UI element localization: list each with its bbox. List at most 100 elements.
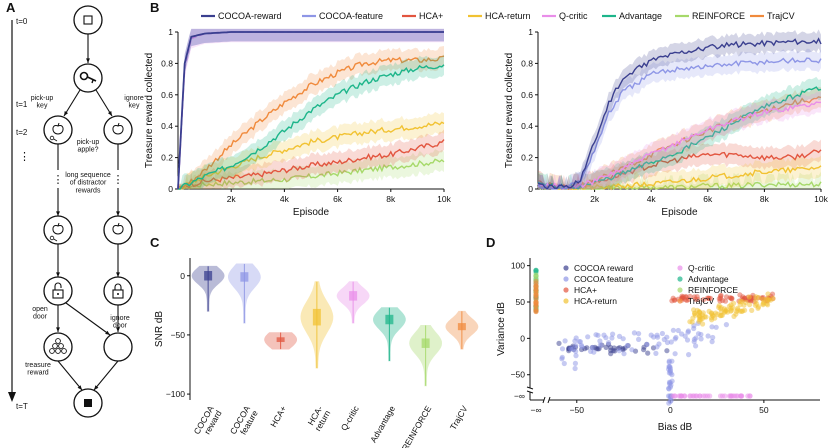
lock-closed-icon	[112, 289, 124, 299]
point-hca_return	[755, 305, 761, 311]
chart-c-violin: 0 −50 −100 SNR dB COCOAreward COCOAfeature HCA…	[154, 258, 479, 448]
point-hca_return	[702, 314, 708, 320]
y-tick-label: 0	[520, 333, 525, 343]
time-label-t2: t=2	[16, 128, 28, 137]
legend-d-label-trajcv: TrajCV	[688, 296, 714, 306]
y-tick-label: 0	[180, 271, 185, 281]
point-cocoa_feature	[573, 348, 579, 354]
point-cocoa_feature	[573, 353, 579, 359]
point-hca_return	[714, 311, 720, 318]
box-cocoa_feature	[240, 272, 249, 282]
point-hca_return	[721, 309, 728, 315]
point-hca_return	[733, 311, 739, 317]
arrow-left-down1-head	[56, 211, 60, 216]
state-lock-closed	[103, 276, 133, 306]
key-small-icon-left	[49, 135, 55, 141]
key-icon-tooth	[91, 79, 94, 84]
point-cocoa_feature	[684, 337, 691, 343]
point-hca_return	[760, 302, 766, 308]
point-hca_return	[737, 308, 743, 314]
point-hca_return	[754, 301, 760, 307]
point-q_critic	[747, 393, 753, 399]
point-cocoa_feature	[573, 343, 579, 349]
panel-a-diagram: t=0 t=1 t=2 ⋮ t=T pick-up key ignore key pick-up a…	[8, 5, 144, 418]
legend-d-swatch-cocoa_feature	[563, 276, 569, 282]
arrow-left-down2-head	[56, 272, 60, 277]
band-reinforce	[178, 149, 444, 189]
point-cocoa_reward	[612, 348, 618, 354]
point-cocoa_reward	[664, 348, 670, 354]
point-hca_return	[709, 312, 716, 318]
point-trajcv	[533, 283, 539, 289]
point-trajcv	[533, 308, 539, 315]
lock-open-icon-shackle	[54, 282, 62, 290]
timeline-arrowhead	[8, 392, 16, 402]
point-cocoa_feature	[616, 348, 622, 354]
x-tick-label: 8k	[386, 194, 396, 204]
series-line-trajcv	[537, 96, 822, 191]
x-tick-label: 8k	[760, 194, 770, 204]
point-cocoa_feature	[597, 342, 603, 348]
point-hca_plus	[672, 297, 678, 303]
apple-icon-left	[52, 125, 64, 135]
legend-d-label-hca_plus: HCA+	[574, 285, 597, 295]
point-cocoa_feature	[654, 332, 660, 338]
point-hca_return	[747, 302, 753, 308]
y-tick-label: 0	[168, 184, 173, 194]
legend-d-label-advantage: Advantage	[688, 274, 729, 284]
state-start	[73, 5, 103, 35]
time-label-t0: t=0	[16, 17, 28, 26]
legend-d-swatch-reinforce	[677, 287, 683, 293]
point-hca_plus	[737, 292, 743, 298]
x-tick-label: 4k	[647, 194, 657, 204]
y-axis-break	[526, 386, 534, 394]
point-q_critic	[700, 393, 706, 399]
legend-d-swatch-cocoa_reward	[563, 265, 569, 271]
series-line-cocoa_feature	[537, 57, 822, 191]
point-cocoa_feature	[629, 347, 635, 353]
legend-d-swatch-q_critic	[677, 265, 683, 271]
label-pickup-key: pick-up key	[31, 95, 54, 110]
point-hca_return	[742, 307, 748, 313]
treasure-icon-5	[55, 338, 61, 344]
point-hca_return	[728, 302, 734, 308]
point-cocoa_feature	[698, 331, 704, 338]
treasure-icon-2	[61, 348, 67, 354]
state-apple-key-2	[43, 215, 73, 245]
point-cocoa_feature	[572, 360, 579, 366]
y-tick-label: 50	[516, 297, 526, 307]
legend-d-swatch-advantage	[677, 276, 683, 282]
y-tick-label: 0.2	[161, 153, 173, 163]
point-hca_return	[765, 291, 771, 297]
y-tick-label-neg-inf: −∞	[514, 391, 525, 401]
point-hca_plus	[680, 294, 687, 300]
legend-b-label-hca_plus: HCA+	[419, 11, 443, 21]
y-tick-label: 0.6	[521, 90, 533, 100]
panel-letter-b: B	[150, 0, 159, 15]
point-hca_return	[700, 321, 706, 327]
point-q_critic	[682, 393, 688, 399]
point-cocoa_feature	[705, 333, 711, 339]
point-cocoa_feature	[572, 365, 578, 372]
label-long-sequence: long sequence of distractor rewards	[65, 172, 111, 194]
arrow-right-down1-head	[116, 211, 120, 216]
treasure-icon-1	[55, 348, 61, 354]
point-cocoa_feature	[610, 331, 616, 337]
label-treasure-reward: treasure reward	[25, 362, 51, 377]
y-tick-label: 1	[528, 27, 533, 37]
point-cocoa_feature	[673, 334, 679, 341]
point-cocoa_feature	[579, 344, 585, 350]
y-tick-label: 0.4	[161, 121, 173, 131]
point-cocoa_feature	[624, 342, 631, 349]
arrow-empty-end	[93, 360, 119, 391]
point-hca_return	[718, 305, 725, 311]
category-label-q_critic: Q-critic	[339, 403, 361, 432]
legend-d-label-reinforce: REINFORCE	[688, 285, 738, 295]
point-cocoa_feature	[568, 346, 574, 352]
point-cocoa_feature	[698, 336, 704, 342]
point-cocoa_feature	[685, 329, 691, 335]
point-cocoa_feature	[666, 363, 672, 370]
point-cocoa_feature	[664, 339, 671, 346]
band-cocoa_feature	[538, 48, 821, 190]
time-dots: ⋮	[19, 151, 30, 163]
